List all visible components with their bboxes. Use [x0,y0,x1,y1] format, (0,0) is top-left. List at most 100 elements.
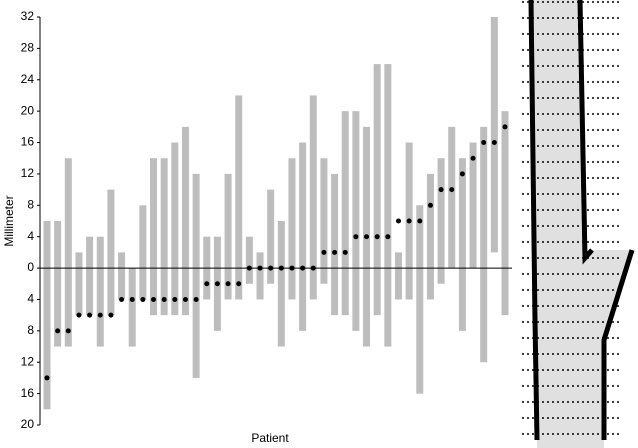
bar [64,158,72,347]
bar [469,142,477,269]
dot [481,140,487,146]
dot [342,249,348,255]
y-tick-label: 20 [21,103,35,117]
y-tick-label: 12 [21,354,35,368]
y-tick-label: 4 [27,292,34,306]
y-axis-label: Millimeter [2,195,16,246]
bar [341,111,349,316]
dot [406,218,412,224]
x-axis-label: Patient [251,431,289,445]
dot [332,249,338,255]
wall-upper [577,0,594,265]
dot [364,234,370,240]
bar [107,189,115,316]
diagram [522,0,635,448]
dot [108,312,114,318]
dot [268,265,274,271]
wall-left [528,0,540,441]
dot [427,202,433,208]
y-tick-label: 20 [21,417,35,431]
dot [257,265,263,271]
bar [277,221,285,347]
y-tick-label: 0 [27,260,34,274]
dot [236,281,242,287]
bar [320,158,328,284]
bar [139,205,147,300]
bar [43,221,51,410]
dot [470,155,476,161]
dot [193,296,199,302]
bar [245,236,253,284]
bar [288,158,296,300]
bar [256,252,264,300]
y-tick-label: 8 [27,197,34,211]
dot [140,296,146,302]
bar [118,252,126,300]
dot [55,328,61,334]
bar [235,95,243,300]
bar [75,252,83,316]
dot [214,281,220,287]
dot [129,296,135,302]
bar [171,142,179,316]
bar [416,205,424,394]
dot [395,218,401,224]
dot [278,265,284,271]
dot [438,187,444,193]
dot [172,296,178,302]
dot [246,265,252,271]
dot [76,312,82,318]
dot [225,281,231,287]
dot [97,312,103,318]
dot [502,124,508,130]
dot [289,265,295,271]
bar [54,221,62,347]
bar [458,158,466,331]
dot [119,296,125,302]
bar [150,158,158,316]
dot [385,234,391,240]
bar [384,64,392,347]
bar [373,64,381,316]
dot [417,218,423,224]
bar [448,126,456,269]
y-tick-label: 32 [21,9,35,23]
bar [181,126,189,316]
y-tick-label: 24 [21,72,35,86]
dot [353,234,359,240]
bar [352,111,360,331]
bar [501,111,509,316]
y-tick-label: 8 [27,323,34,337]
dot [151,296,157,302]
dot [374,234,380,240]
bar [490,17,498,253]
y-tick-label: 4 [27,229,34,243]
y-tick-label: 16 [21,135,35,149]
wall-lower [601,249,635,440]
bar [331,173,339,316]
bar [480,126,488,363]
dot [459,171,465,177]
dot [321,249,327,255]
dot [449,187,455,193]
dot [65,328,71,334]
dot [300,265,306,271]
bar [299,142,307,331]
dot [161,296,167,302]
dotted-lines [522,1,622,435]
bar [309,95,317,300]
dot [491,140,497,146]
bar [394,252,402,300]
y-tick-label: 12 [21,166,35,180]
tube-fill [531,0,632,448]
dot [44,375,50,381]
bar [96,236,104,347]
bar [160,158,168,316]
bar [426,173,434,300]
dot [204,281,210,287]
bar [224,173,232,300]
bar [128,268,136,347]
bar [437,158,445,284]
bar [192,173,200,378]
